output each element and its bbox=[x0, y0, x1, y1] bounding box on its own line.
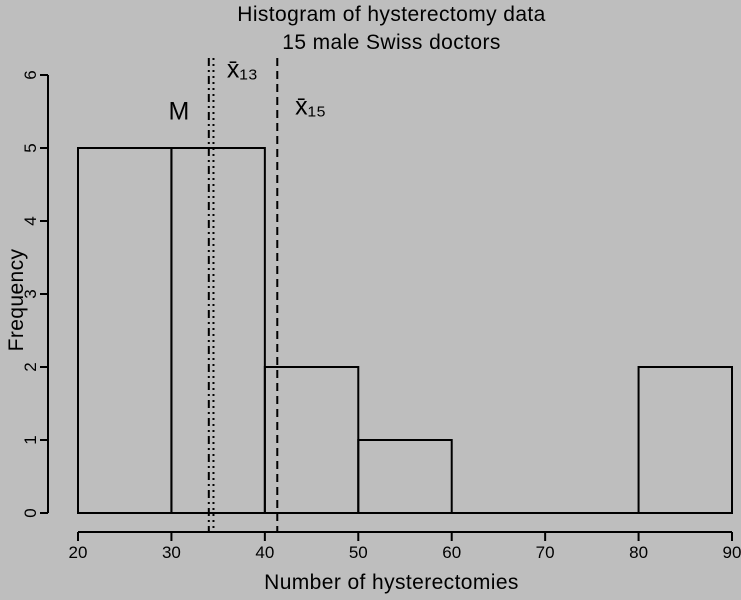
x-tick-label: 40 bbox=[255, 543, 274, 562]
mean-13-label: x̄₁₃ bbox=[226, 55, 258, 84]
mean-15-label: x̄₁₅ bbox=[295, 92, 327, 121]
histogram-bar bbox=[263, 366, 360, 514]
chart-title: Histogram of hysterectomy data 15 male S… bbox=[24, 1, 741, 57]
median-label: M bbox=[168, 97, 190, 126]
y-axis-label: Frequency bbox=[5, 248, 28, 352]
x-tick-label: 20 bbox=[69, 543, 88, 562]
y-tick-label: 2 bbox=[21, 362, 40, 371]
y-tick-label: 5 bbox=[21, 143, 40, 152]
y-tick-label: 0 bbox=[21, 508, 40, 517]
y-tick-label: 4 bbox=[21, 216, 40, 225]
x-tick-label: 90 bbox=[723, 543, 741, 562]
y-tick-label: 1 bbox=[21, 435, 40, 444]
x-tick-label: 80 bbox=[629, 543, 648, 562]
x-axis-label: Number of hysterectomies bbox=[264, 571, 519, 594]
x-tick-label: 50 bbox=[349, 543, 368, 562]
histogram-bar bbox=[77, 147, 173, 514]
x-tick-label: 60 bbox=[442, 543, 461, 562]
chart-title-line2: 15 male Swiss doctors bbox=[282, 31, 501, 54]
histogram-bar bbox=[357, 439, 453, 514]
x-tick-label: 70 bbox=[536, 543, 555, 562]
x-tick-label: 30 bbox=[162, 543, 181, 562]
histogram-bar bbox=[170, 147, 266, 514]
y-tick-label: 6 bbox=[21, 70, 40, 79]
histogram-bar bbox=[637, 366, 733, 514]
chart-title-line1: Histogram of hysterectomy data bbox=[237, 3, 546, 26]
y-tick-label: 3 bbox=[21, 289, 40, 298]
